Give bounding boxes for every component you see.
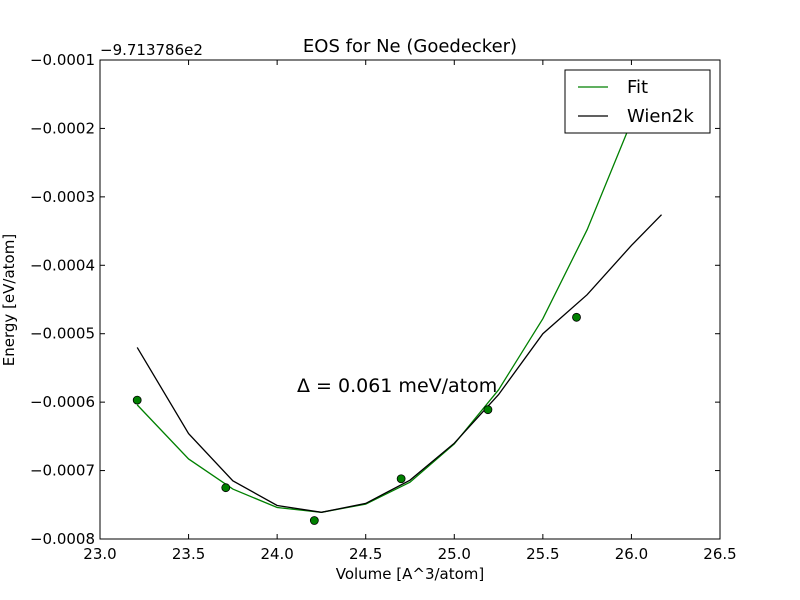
data-point [132, 395, 142, 405]
plot-area [100, 60, 720, 539]
y-tick-label: −0.0005 [30, 325, 95, 343]
legend-fit-label: Fit [627, 77, 648, 98]
x-tick-label: 26.5 [703, 545, 736, 563]
series-line-wien2k [136, 214, 663, 513]
delta-annotation: Δ = 0.061 meV/atom [297, 375, 497, 397]
x-tick-label: 23.0 [83, 545, 116, 563]
x-tick-label: 26.0 [615, 545, 648, 563]
chart-title: EOS for Ne (Goedecker) [303, 36, 517, 57]
x-axis-label: Volume [A^3/atom] [336, 565, 485, 583]
y-tick-label: −0.0007 [30, 462, 95, 480]
axis-ticks: 23.0 23.5 24.0 24.5 25.0 25.5 26.0 26.5 −0.0001 −… [30, 51, 737, 563]
x-tick-label: 25.5 [526, 545, 559, 563]
y-axis-label: Energy [eV/atom] [0, 234, 18, 366]
y-tick-label: −0.0003 [30, 188, 95, 206]
data-point [221, 483, 231, 493]
x-tick-label: 24.0 [260, 545, 293, 563]
y-tick-label: −0.0002 [30, 119, 95, 137]
data-point [572, 312, 581, 322]
legend: Fit Wien2k [564, 69, 711, 134]
y-tick-label: −0.0006 [30, 393, 95, 411]
y-tick-label: −0.0008 [30, 530, 95, 548]
plot-background [100, 60, 720, 539]
x-tick-label: 25.0 [438, 545, 471, 563]
y-tick-label: −0.0001 [30, 51, 95, 69]
data-point [396, 474, 406, 484]
y-offset-label: −9.713786e2 [100, 41, 203, 59]
legend-wien2k-label: Wien2k [627, 106, 694, 127]
x-tick-label: 23.5 [172, 545, 205, 563]
legend-box [564, 69, 711, 134]
series-layer [136, 73, 663, 513]
plot-frame [99, 59, 721, 540]
series-line-fit [136, 73, 650, 513]
y-tick-label: −0.0004 [30, 256, 95, 274]
data-points [132, 312, 581, 525]
data-point [309, 516, 319, 525]
data-point [483, 405, 493, 415]
x-tick-label: 24.5 [349, 545, 382, 563]
